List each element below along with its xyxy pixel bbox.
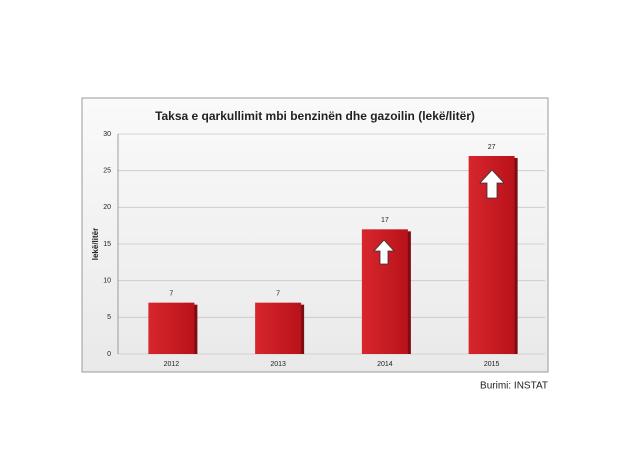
value-label: 27: [488, 144, 496, 151]
arrow-icon: [373, 239, 395, 265]
arrows: [373, 169, 505, 265]
y-tick-label: 5: [107, 314, 111, 321]
bar-side: [300, 304, 305, 354]
bar-side: [513, 158, 518, 354]
x-tick-label: 2014: [377, 361, 393, 368]
y-tick-label: 15: [103, 241, 111, 248]
value-label: 7: [276, 291, 280, 298]
value-label: 17: [381, 217, 389, 224]
x-tick-label: 2015: [484, 361, 500, 368]
y-tick-label: 30: [103, 131, 111, 138]
bar-side: [406, 231, 411, 354]
bar-side: [193, 304, 198, 354]
value-label: 7: [169, 291, 173, 298]
chart-title: Taksa e qarkullimit mbi benzinën dhe gaz…: [155, 109, 475, 123]
x-tick-label: 2013: [270, 361, 286, 368]
bar: [148, 302, 195, 354]
y-tick-label: 0: [107, 351, 111, 358]
y-tick-label: 25: [103, 168, 111, 175]
y-tick-label: 10: [103, 278, 111, 285]
bar: [255, 302, 302, 354]
y-tick-label: 20: [103, 204, 111, 211]
x-tick-label: 2012: [164, 361, 180, 368]
y-axis-label: lekë/litër: [91, 228, 100, 260]
arrow-icon: [479, 169, 505, 199]
source-note: Burimi: INSTAT: [480, 381, 548, 392]
